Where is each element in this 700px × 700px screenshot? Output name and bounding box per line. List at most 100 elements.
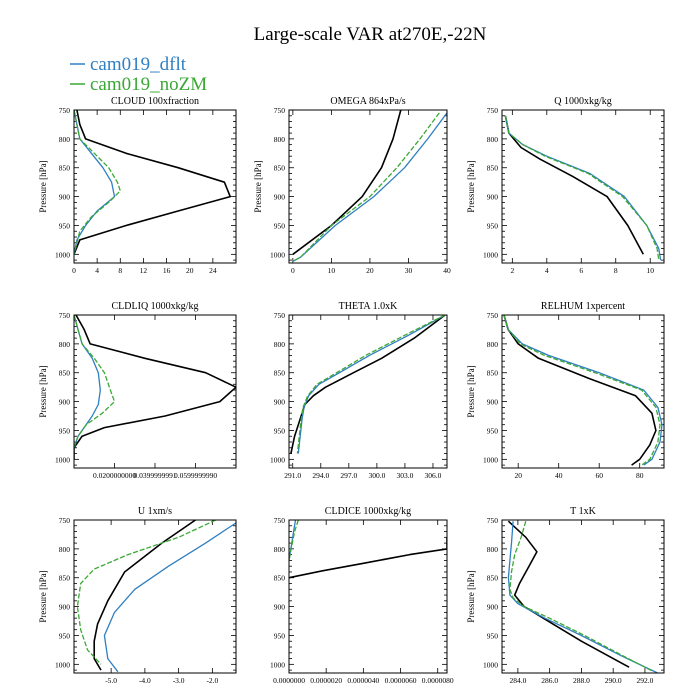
y-tick-label: 950 bbox=[487, 221, 499, 230]
y-tick-label: 850 bbox=[487, 574, 499, 583]
y-tick-label: 750 bbox=[274, 311, 286, 320]
series-line-reference bbox=[292, 110, 402, 255]
y-tick-label: 800 bbox=[487, 340, 499, 349]
y-tick-label: 800 bbox=[487, 135, 499, 144]
legend: cam019_dflt cam019_noZM bbox=[70, 54, 207, 95]
panel-title: RELHUM 1xpercent bbox=[541, 301, 625, 312]
x-tick-label: -2.0 bbox=[206, 676, 218, 685]
y-tick-label: 900 bbox=[59, 193, 71, 202]
x-tick-label: 306.0 bbox=[425, 471, 442, 480]
plot-frame bbox=[288, 314, 448, 469]
x-tick-label: 20 bbox=[366, 266, 374, 275]
x-tick-label: 0.0200000000 bbox=[93, 471, 136, 480]
series-line-nozm bbox=[76, 520, 216, 665]
y-tick-label: 950 bbox=[274, 426, 286, 435]
y-axis-label: Pressure [hPa] bbox=[38, 365, 48, 417]
y-tick-label: 900 bbox=[59, 603, 71, 612]
y-axis-label: Pressure [hPa] bbox=[466, 570, 476, 622]
panel-7: U 1xm/s Pressure [hPa] 750 800 850 900 950 1000… bbox=[38, 506, 237, 685]
y-axis-label: Pressure [hPa] bbox=[466, 365, 476, 417]
x-tick-label: 0 bbox=[291, 266, 295, 275]
series-line-dflt bbox=[503, 315, 663, 466]
series-line-nozm bbox=[74, 110, 121, 255]
y-tick-label: 800 bbox=[487, 545, 499, 554]
x-tick-label: 80 bbox=[636, 471, 644, 480]
y-tick-label: 800 bbox=[274, 545, 286, 554]
x-tick-label: 60 bbox=[595, 471, 603, 480]
x-tick-label: 8 bbox=[118, 266, 122, 275]
panel-title: Q 1000xkg/kg bbox=[554, 96, 612, 107]
series-line-reference bbox=[289, 537, 447, 579]
y-tick-label: 950 bbox=[59, 631, 71, 640]
x-tick-label: 290.0 bbox=[605, 676, 622, 685]
y-tick-label: 950 bbox=[59, 221, 71, 230]
ticks bbox=[502, 315, 664, 468]
y-tick-label: 800 bbox=[59, 135, 71, 144]
x-tick-label: 292.0 bbox=[637, 676, 654, 685]
x-tick-label: 8 bbox=[614, 266, 618, 275]
x-tick-label: 20 bbox=[186, 266, 194, 275]
series-line-reference bbox=[74, 315, 236, 460]
panel-title: T 1xK bbox=[570, 506, 596, 517]
y-tick-label: 900 bbox=[487, 398, 499, 407]
panel-5: THETA 1.0xK 750 800 850 900 950 1000 291.0 294.0… bbox=[270, 301, 448, 480]
series-line-nozm bbox=[296, 315, 446, 454]
panel-title: CLOUD 100xfraction bbox=[111, 96, 199, 107]
y-axis-label: Pressure [hPa] bbox=[38, 160, 48, 212]
plot-frame bbox=[288, 109, 448, 264]
plot-frame bbox=[73, 519, 237, 674]
panel-8: CLDICE 1000xkg/kg 750 800 850 900 950 1000 0.00… bbox=[270, 506, 454, 685]
y-tick-label: 950 bbox=[487, 631, 499, 640]
y-tick-label: 900 bbox=[59, 398, 71, 407]
panel-6: RELHUM 1xpercent Pressure [hPa] 750 800 850 9… bbox=[466, 301, 665, 480]
panel-title: CLDLIQ 1000xkg/kg bbox=[112, 301, 199, 312]
series-line-nozm bbox=[292, 112, 440, 262]
y-tick-label: 950 bbox=[274, 631, 286, 640]
x-tick-label: 294.0 bbox=[312, 471, 329, 480]
x-tick-label: 0.0399999991 bbox=[133, 471, 176, 480]
series-line-reference bbox=[503, 315, 657, 466]
y-tick-label: 850 bbox=[487, 164, 499, 173]
x-tick-label: 0.0000040 bbox=[347, 676, 379, 685]
x-tick-label: 284.0 bbox=[509, 676, 526, 685]
plot-frame bbox=[73, 109, 237, 264]
panel-title: OMEGA 864xPa/s bbox=[330, 96, 405, 107]
plot-frame bbox=[501, 109, 665, 264]
y-tick-label: 850 bbox=[274, 574, 286, 583]
panel-3: Q 1000xkg/kg Pressure [hPa] 750 800 850 900 95… bbox=[466, 96, 665, 275]
x-tick-label: 0.0000020 bbox=[310, 676, 342, 685]
y-tick-label: 1000 bbox=[55, 250, 70, 259]
y-tick-label: 1000 bbox=[270, 250, 285, 259]
series-line-reference bbox=[504, 115, 645, 255]
x-tick-label: 10 bbox=[328, 266, 336, 275]
panel-4: CLDLIQ 1000xkg/kg Pressure [hPa] 750 800 850… bbox=[38, 301, 237, 480]
x-tick-label: 2 bbox=[510, 266, 514, 275]
series-line-nozm bbox=[289, 520, 299, 561]
plot-frame bbox=[288, 519, 448, 674]
legend-label-nozm: cam019_noZM bbox=[90, 74, 207, 95]
legend-label-dflt: cam019_dflt bbox=[90, 54, 187, 75]
x-tick-label: -3.0 bbox=[173, 676, 185, 685]
y-tick-label: 750 bbox=[487, 311, 499, 320]
y-tick-label: 800 bbox=[59, 545, 71, 554]
y-tick-label: 950 bbox=[59, 426, 71, 435]
y-tick-label: 850 bbox=[59, 369, 71, 378]
y-tick-label: 900 bbox=[487, 603, 499, 612]
y-tick-label: 1000 bbox=[270, 455, 285, 464]
series-line-nozm bbox=[504, 115, 660, 261]
ticks bbox=[288, 520, 447, 673]
series-line-dflt bbox=[297, 315, 446, 454]
y-tick-label: 1000 bbox=[270, 660, 285, 669]
y-tick-label: 750 bbox=[487, 516, 499, 525]
y-tick-label: 850 bbox=[59, 574, 71, 583]
y-tick-label: 800 bbox=[274, 340, 286, 349]
series-line-reference bbox=[74, 110, 231, 255]
x-tick-label: 16 bbox=[163, 266, 171, 275]
x-tick-label: 6 bbox=[579, 266, 583, 275]
x-tick-label: 303.0 bbox=[396, 471, 413, 480]
y-tick-label: 900 bbox=[274, 398, 286, 407]
x-tick-label: 12 bbox=[140, 266, 148, 275]
y-tick-label: 750 bbox=[274, 106, 286, 115]
x-tick-label: 30 bbox=[405, 266, 413, 275]
y-tick-label: 750 bbox=[274, 516, 286, 525]
